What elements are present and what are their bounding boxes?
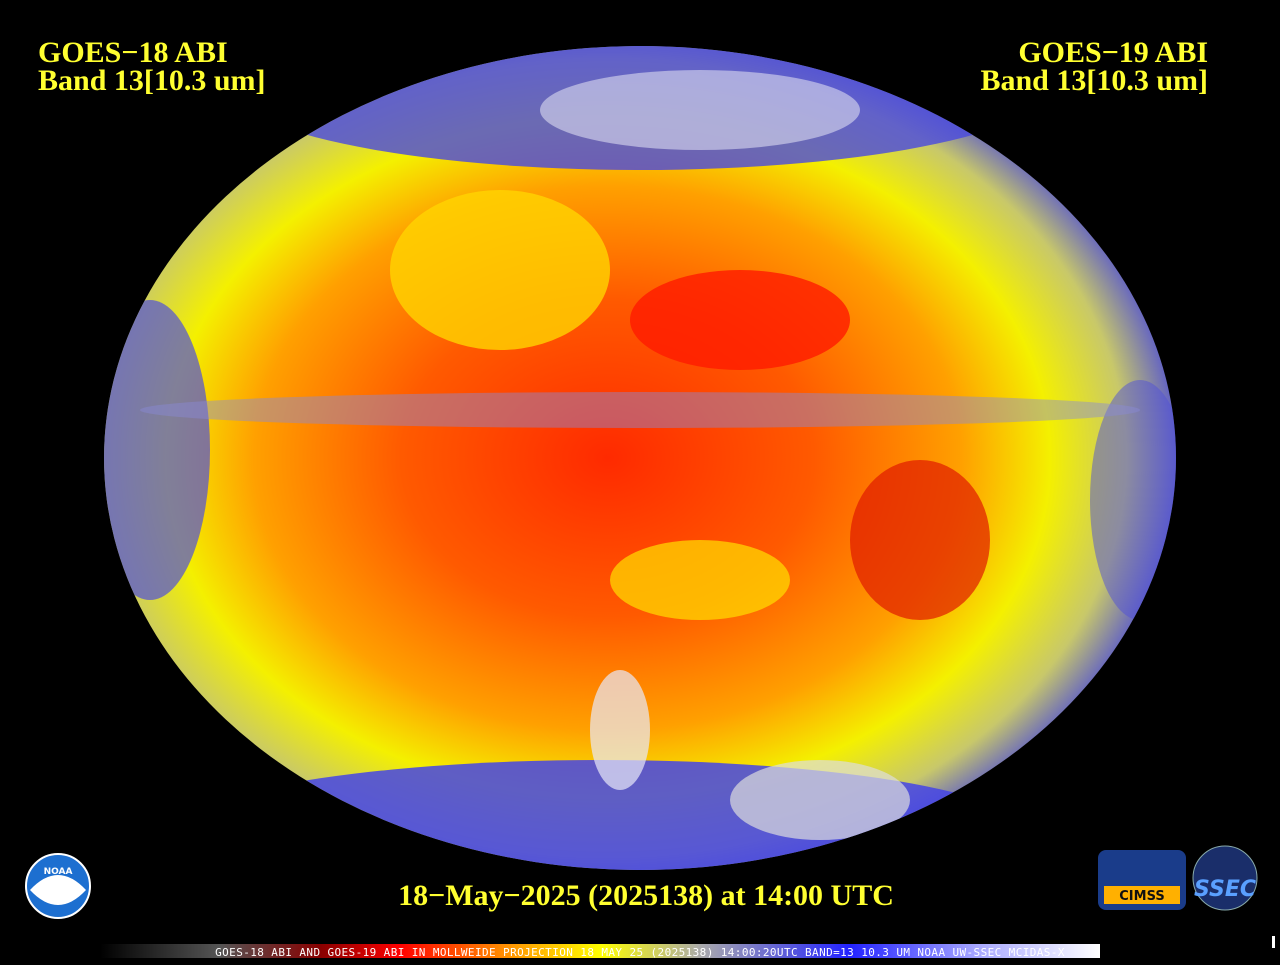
cimss-text: CIMSS (1119, 889, 1164, 904)
footer-caption: GOES-18 ABI AND GOES-19 ABI IN MOLLWEIDE… (215, 946, 1065, 959)
right-satellite: GOES−19 ABI (1018, 36, 1208, 69)
earth-disk (104, 46, 1176, 870)
left-band: Band 13[10.3 um] (38, 64, 266, 97)
left-satellite: GOES−18 ABI (38, 36, 228, 69)
ssec-text: SSEC (1194, 877, 1256, 902)
cimss-logo: CIMSS (1098, 850, 1186, 910)
right-band: Band 13[10.3 um] (980, 64, 1208, 97)
color-bar (100, 944, 1100, 958)
corner-tick (1272, 936, 1275, 948)
noaa-text: NOAA (44, 867, 73, 877)
timestamp: 18−May−2025 (2025138) at 14:00 UTC (398, 879, 894, 912)
noaa-logo: NOAA (25, 853, 91, 919)
ssec-logo: SSEC (1192, 845, 1258, 911)
